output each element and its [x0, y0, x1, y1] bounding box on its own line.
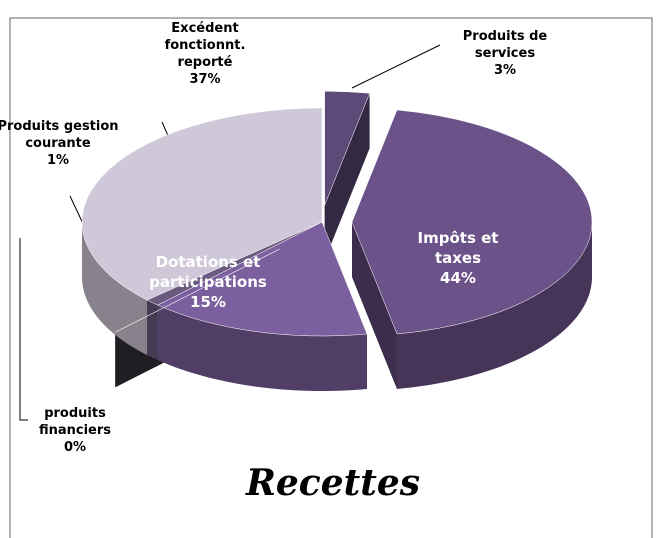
slice-value-label: 15%: [190, 293, 226, 311]
slice-wall: [324, 93, 370, 261]
slice-label: Dotations et participations: [149, 253, 267, 291]
chart-title: Recettes: [245, 462, 421, 504]
slice-side: [396, 222, 592, 389]
slice-value-label: 0%: [63, 440, 87, 455]
slice: [324, 91, 370, 206]
frame: [9, 17, 653, 538]
leader-line: [19, 238, 28, 421]
slice-side: [82, 222, 148, 356]
slice-wall: [352, 222, 397, 389]
slice-label: Produits de services: [462, 29, 548, 61]
slice-side: [157, 305, 367, 391]
slice: [81, 107, 323, 301]
leader-line: [351, 44, 441, 89]
slice: [351, 109, 593, 335]
slice-label: Impôts et taxes: [417, 229, 499, 267]
slice-label: Produits gestion courante: [0, 119, 119, 151]
slice-label: Excédent fonctionnt. reporté: [164, 21, 246, 70]
slice-value-label: 3%: [493, 63, 517, 78]
slice-value-label: 1%: [46, 153, 70, 168]
slice: [115, 248, 280, 333]
slice-value-label: 44%: [440, 269, 476, 287]
slice-value-label: 37%: [189, 72, 221, 87]
slice-label: produits financiers: [38, 406, 112, 438]
slice: [157, 221, 368, 337]
